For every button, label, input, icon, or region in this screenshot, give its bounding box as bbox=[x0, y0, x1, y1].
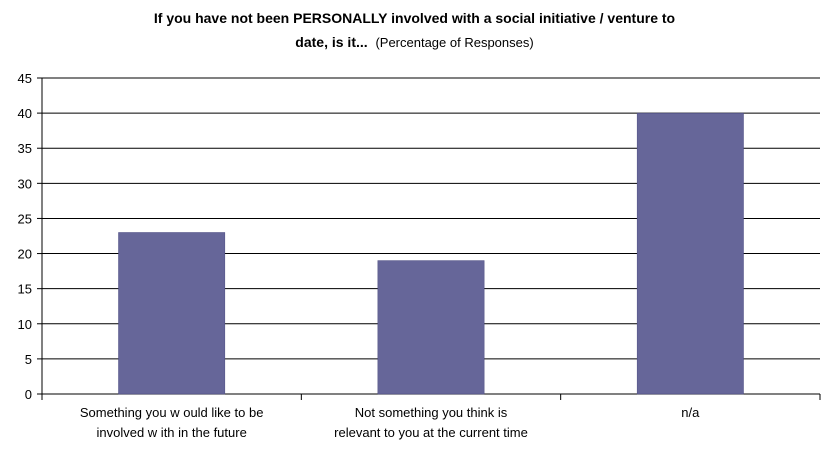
x-category-label: n/a bbox=[681, 405, 700, 420]
y-tick-label: 35 bbox=[18, 141, 32, 156]
title-line-2: date, is it... bbox=[295, 34, 368, 50]
bar bbox=[377, 260, 485, 395]
x-category-label: relevant to you at the current time bbox=[334, 425, 528, 440]
y-tick-label: 10 bbox=[18, 317, 32, 332]
bar bbox=[118, 232, 226, 395]
chart-title: If you have not been PERSONALLY involved… bbox=[0, 6, 829, 55]
title-suffix: (Percentage of Responses) bbox=[375, 35, 534, 50]
x-category-label: Something you w ould like to be bbox=[80, 405, 264, 420]
y-tick-label: 0 bbox=[25, 387, 32, 402]
y-tick-label: 45 bbox=[18, 71, 32, 86]
bar bbox=[636, 112, 744, 395]
y-tick-label: 40 bbox=[18, 106, 32, 121]
title-line-1: If you have not been PERSONALLY involved… bbox=[153, 10, 676, 26]
y-tick-label: 5 bbox=[25, 352, 32, 367]
y-tick-label: 15 bbox=[18, 282, 32, 297]
x-category-label: involved w ith in the future bbox=[97, 425, 247, 440]
x-category-label: Not something you think is bbox=[355, 405, 508, 420]
y-tick-label: 20 bbox=[18, 247, 32, 262]
y-tick-label: 25 bbox=[18, 211, 32, 226]
y-tick-label: 30 bbox=[18, 176, 32, 191]
